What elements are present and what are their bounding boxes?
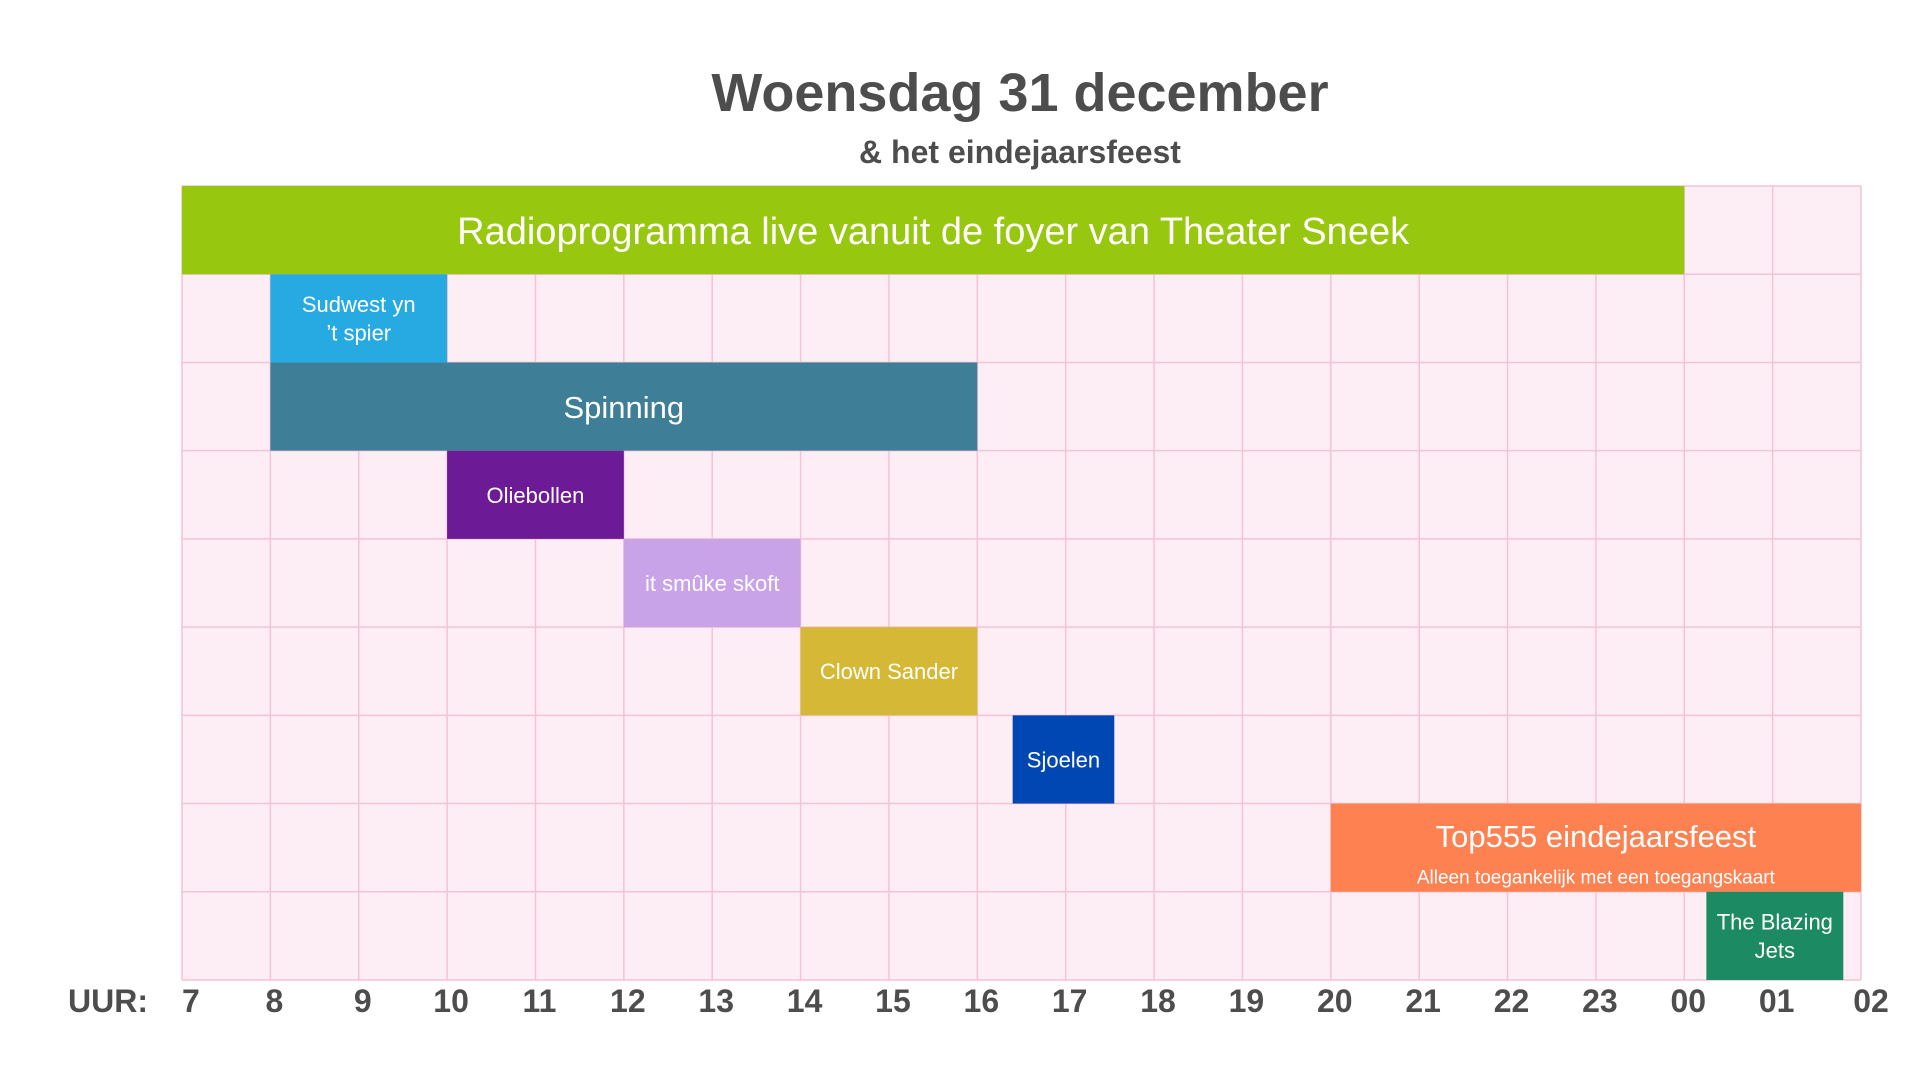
x-tick-label: 9	[354, 983, 372, 1019]
x-tick-label: 19	[1229, 983, 1265, 1019]
bar-sublabel: Alleen toegankelijk met een toegangskaar…	[1417, 867, 1776, 888]
x-axis-label: UUR:	[68, 983, 148, 1019]
x-tick-label: 16	[964, 983, 1000, 1019]
x-tick-label: 11	[523, 983, 557, 1019]
chart-title: Woensdag 31 december	[711, 63, 1329, 123]
x-tick-label: 20	[1317, 983, 1353, 1019]
bar-8	[1330, 803, 1861, 892]
x-tick-label: 13	[698, 983, 734, 1019]
bar-2	[270, 274, 448, 363]
x-tick-label: 15	[875, 983, 911, 1019]
x-tick-label: 18	[1140, 983, 1176, 1019]
x-tick-label: 8	[265, 983, 283, 1019]
bar-label: Jets	[1755, 938, 1795, 963]
x-tick-label: 22	[1494, 983, 1530, 1019]
chart-subtitle: & het eindejaarsfeest	[859, 134, 1181, 170]
bar-label: Clown Sander	[820, 659, 958, 684]
bar-label: Oliebollen	[487, 483, 585, 508]
bar-label: Sudwest yn	[302, 292, 416, 317]
bar-label: Spinning	[564, 390, 685, 425]
bar-label: it smûke skoft	[645, 571, 779, 596]
x-tick-label: 10	[433, 983, 469, 1019]
bar-label: Sjoelen	[1027, 747, 1100, 772]
bar-6	[800, 627, 978, 716]
bar-4	[447, 450, 624, 539]
x-tick-label: 23	[1582, 983, 1618, 1019]
bar-label: Top555 eindejaarsfeest	[1436, 819, 1757, 854]
x-tick-label: 17	[1052, 983, 1088, 1019]
bar-9	[1706, 891, 1844, 980]
x-tick-label: 21	[1405, 983, 1441, 1019]
x-tick-label: 12	[610, 983, 646, 1019]
bar-1	[182, 186, 1685, 275]
bar-label: ’t spier	[326, 321, 391, 346]
x-tick-label: 01	[1759, 983, 1795, 1019]
x-tick-label: 02	[1853, 983, 1889, 1019]
x-tick-label: 7	[182, 983, 200, 1019]
x-tick-label: 14	[787, 983, 823, 1019]
x-tick-label: 00	[1670, 983, 1706, 1019]
bar-7	[1012, 715, 1115, 804]
bar-3	[270, 362, 978, 451]
bar-5	[623, 538, 801, 628]
bar-label: The Blazing	[1717, 910, 1833, 935]
bar-label: Radioprogramma live vanuit de foyer van …	[457, 211, 1410, 253]
